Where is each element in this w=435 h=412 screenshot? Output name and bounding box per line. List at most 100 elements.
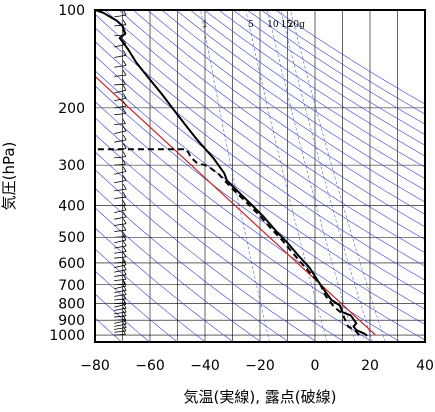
wind-barb [114, 256, 126, 264]
dry-adiabat-line [95, 117, 401, 342]
wind-barb [114, 151, 127, 159]
wind-barb-feather [122, 39, 127, 45]
wind-barb-staff [114, 43, 127, 48]
mixing-ratio-line [290, 10, 386, 342]
dry-adiabat-line [161, 10, 425, 191]
dry-adiabat-line [95, 207, 262, 342]
wind-barb-staff [114, 216, 127, 220]
wind-barb-feather [122, 60, 127, 66]
wind-barb-staff [114, 98, 127, 102]
wind-barb-staff [114, 163, 126, 166]
wind-barb-staff [114, 180, 127, 184]
wind-barb-staff [114, 269, 127, 273]
wind-barb [114, 231, 126, 238]
wind-barb [114, 118, 126, 125]
dry-adiabat-line [95, 27, 425, 267]
wind-barb-staff [114, 89, 127, 94]
wind-barb [114, 314, 126, 321]
wind-barb-feather [122, 297, 126, 304]
wind-barb [114, 39, 127, 48]
x-tick-label: 0 [311, 358, 320, 374]
wind-barb-staff [114, 130, 127, 135]
wind-barb-staff [114, 54, 127, 58]
wind-barb-feather [122, 19, 127, 25]
wind-barb [114, 246, 127, 254]
wind-barb-feather [122, 246, 127, 252]
y-axis-title: 気圧(hPa) [0, 142, 18, 211]
wind-barb-staff [114, 256, 127, 259]
wind-barb-feather [122, 302, 127, 309]
wind-barb-feather [122, 78, 126, 85]
grid-layer [94, 9, 426, 342]
wind-barb-feather [122, 310, 127, 317]
wind-barb [114, 302, 127, 311]
mixing-ratio-label: 10 [267, 20, 279, 30]
x-tick-label-layer: −80 −60 −40 −20 0 20 40 [80, 358, 434, 374]
wind-barb-feather [122, 151, 127, 157]
dry-adiabat-line [95, 270, 178, 342]
y-tick-label: 300 [58, 158, 85, 174]
wind-barb [114, 183, 127, 192]
dry-adiabat-line [95, 248, 206, 342]
wind-barb-staff [114, 239, 127, 244]
wind-barb-feather [122, 256, 126, 263]
wind-barb-staff [114, 283, 126, 286]
wind-barb-staff [114, 285, 127, 290]
wind-barb-staff [114, 65, 127, 68]
wind-barb-staff [114, 303, 127, 308]
wind-barb-staff [114, 264, 127, 269]
wind-barb-staff [114, 307, 127, 311]
wind-barb-staff [114, 330, 127, 333]
wind-barb [114, 175, 127, 184]
wind-barb-feather [122, 204, 127, 211]
wind-barb [114, 224, 127, 232]
wind-barb-staff [114, 105, 127, 109]
wind-barb-feather [122, 199, 126, 206]
wind-barb [114, 322, 127, 330]
dry-adiabat-line [95, 85, 425, 325]
wind-barb [114, 199, 126, 207]
mixing-ratio-line [280, 10, 373, 342]
wind-barb-staff [114, 251, 127, 254]
dry-adiabat-line [95, 227, 234, 342]
wind-barb-staff [114, 74, 127, 77]
dry-adiabat-line [133, 10, 425, 215]
wind-barb-feather [122, 118, 126, 124]
wind-barb-staff [114, 236, 126, 238]
wind-barb-staff [114, 319, 126, 321]
y-tick-label: 600 [58, 256, 85, 272]
wind-barb-feather [122, 211, 127, 218]
mixing-ratio-label: 20g [288, 20, 305, 30]
wind-barb [114, 166, 127, 175]
wind-barb-staff [114, 294, 127, 297]
wind-barb-feather [122, 231, 126, 237]
x-axis-title: 気温(実線), 露点(破線) [184, 388, 337, 406]
wind-barb-staff [114, 289, 127, 293]
dry-adiabat-line [95, 187, 290, 342]
wind-barb [114, 108, 127, 116]
wind-barb-staff [114, 171, 127, 175]
dry-adiabat-line [218, 10, 425, 146]
wind-barb-staff [114, 34, 126, 37]
y-tick-label: 700 [58, 278, 85, 294]
wind-barb-feather [122, 234, 127, 241]
dry-adiabat-line [95, 134, 373, 342]
wind-barb [114, 78, 126, 86]
reference-line-layer [95, 75, 376, 336]
wind-barb-staff [114, 279, 127, 282]
wind-barb-feather [122, 314, 126, 320]
wind-barb-feather [122, 218, 127, 224]
dry-adiabat-line [232, 10, 425, 135]
wind-barb-staff [114, 245, 127, 249]
dry-adiabat-line [95, 151, 345, 342]
wind-barb [114, 69, 127, 77]
dry-adiabat-line [95, 70, 425, 310]
wind-barb-staff [114, 274, 127, 277]
wind-barb [114, 325, 127, 333]
dry-adiabat-line [95, 317, 122, 342]
mixing-ratio-line [267, 10, 356, 342]
dry-adiabat-line [95, 169, 317, 342]
